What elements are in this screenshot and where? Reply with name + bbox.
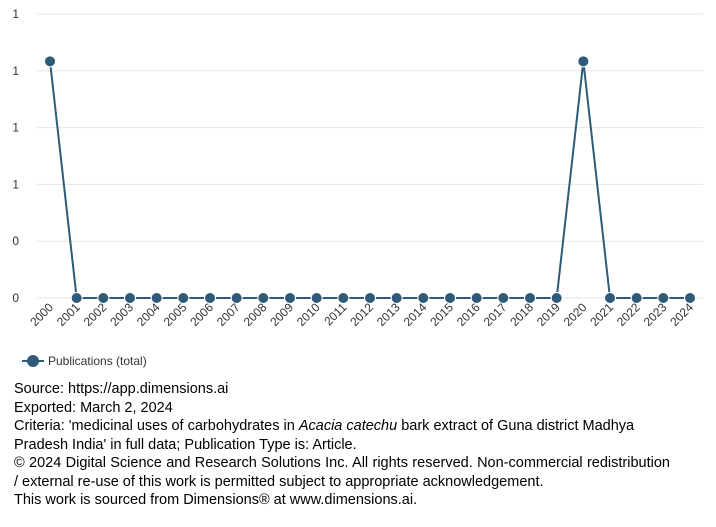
data-point xyxy=(150,292,163,304)
x-tick-label: 2021 xyxy=(587,300,616,329)
exported-line: Exported: March 2, 2024 xyxy=(14,399,173,416)
data-point xyxy=(97,292,110,304)
copyright-line: © 2024 Digital Science and Research Solu… xyxy=(14,455,670,490)
data-point xyxy=(657,292,670,304)
x-tick-label: 2001 xyxy=(54,300,83,329)
data-point xyxy=(364,292,376,304)
x-tick-label: 2019 xyxy=(534,300,563,329)
data-point xyxy=(177,292,190,304)
x-axis-tick-labels: 2000200120022003200420052006200720082009… xyxy=(27,300,696,329)
y-tick-label: 0 xyxy=(12,234,19,248)
x-tick-label: 2015 xyxy=(427,300,456,329)
x-tick-label: 2016 xyxy=(454,300,483,329)
x-tick-label: 2022 xyxy=(614,300,643,329)
x-tick-label: 2006 xyxy=(187,300,216,329)
data-point xyxy=(470,292,483,304)
sourced-line: This work is sourced from Dimensions® at… xyxy=(14,492,418,508)
x-tick-label: 2014 xyxy=(401,300,430,329)
chart-footer: Source: https://app.dimensions.ai Export… xyxy=(14,380,670,510)
legend-marker-icon xyxy=(22,355,44,367)
species-name: Acacia catechu xyxy=(298,418,398,434)
source-line: Source: https://app.dimensions.ai xyxy=(14,381,229,397)
x-tick-label: 2020 xyxy=(561,300,590,329)
y-axis-tick-labels: 1 1 1 1 0 0 xyxy=(12,7,19,305)
y-tick-label: 1 xyxy=(12,177,19,191)
data-point xyxy=(524,292,536,304)
data-point xyxy=(684,292,696,304)
series-line xyxy=(49,61,690,299)
x-tick-label: 2004 xyxy=(134,300,163,329)
data-point xyxy=(70,292,83,304)
x-tick-label: 2000 xyxy=(27,300,56,329)
gridlines xyxy=(37,13,703,299)
x-tick-label: 2005 xyxy=(161,300,190,329)
data-point xyxy=(550,292,563,304)
x-tick-label: 2009 xyxy=(267,300,296,329)
data-point xyxy=(390,292,403,304)
data-point xyxy=(630,292,643,304)
x-tick-label: 2010 xyxy=(294,300,323,329)
x-tick-label: 2018 xyxy=(507,300,536,329)
data-point xyxy=(577,55,590,68)
y-tick-label: 1 xyxy=(12,7,19,21)
chart-legend[interactable]: Publications (total) xyxy=(22,354,147,368)
data-point xyxy=(44,55,56,68)
data-point xyxy=(124,292,136,304)
x-tick-label: 2008 xyxy=(241,300,270,329)
data-point xyxy=(444,292,456,304)
series-publications-total xyxy=(44,55,696,304)
x-tick-label: 2024 xyxy=(667,300,696,329)
x-tick-label: 2007 xyxy=(214,300,243,329)
data-point xyxy=(604,292,616,304)
x-tick-label: 2002 xyxy=(81,300,110,329)
x-tick-label: 2023 xyxy=(641,300,670,329)
x-tick-label: 2011 xyxy=(321,300,349,328)
criteria-line: Criteria: 'medicinal uses of carbohydrat… xyxy=(14,418,635,453)
data-point xyxy=(337,292,350,304)
data-point xyxy=(310,292,323,304)
data-point xyxy=(257,292,270,304)
data-point xyxy=(497,292,510,304)
data-point xyxy=(230,292,243,304)
x-tick-label: 2003 xyxy=(107,300,136,329)
y-tick-label: 1 xyxy=(12,121,19,135)
x-tick-label: 2012 xyxy=(347,300,376,329)
data-point xyxy=(284,292,296,304)
y-tick-label: 1 xyxy=(12,64,19,78)
legend-label: Publications (total) xyxy=(48,354,147,368)
y-tick-label: 0 xyxy=(12,291,19,305)
data-point xyxy=(417,292,430,304)
x-tick-label: 2017 xyxy=(481,300,510,329)
x-tick-label: 2013 xyxy=(374,300,403,329)
data-point xyxy=(204,292,216,304)
